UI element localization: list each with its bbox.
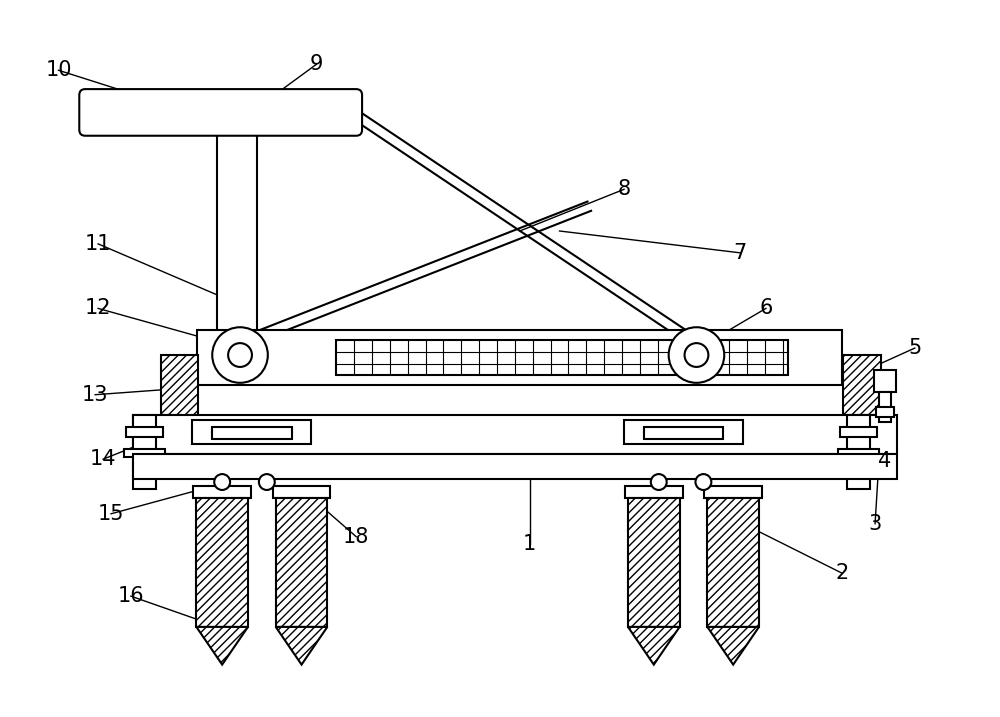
Bar: [192, 419, 311, 445]
Text: 4: 4: [878, 451, 892, 471]
Text: 12: 12: [85, 298, 111, 318]
Circle shape: [228, 343, 252, 367]
Text: 11: 11: [85, 234, 111, 254]
Circle shape: [669, 327, 724, 383]
Text: 10: 10: [45, 60, 72, 80]
Bar: [625, 486, 683, 498]
Circle shape: [695, 474, 711, 490]
Bar: [133, 414, 156, 489]
Bar: [193, 486, 251, 498]
Bar: [838, 450, 879, 457]
Bar: [624, 419, 743, 445]
Circle shape: [685, 343, 708, 367]
Polygon shape: [276, 627, 327, 665]
Bar: [124, 450, 165, 457]
Text: 14: 14: [90, 450, 116, 469]
Bar: [126, 427, 163, 437]
Text: 7: 7: [733, 243, 747, 263]
Bar: [879, 391, 891, 422]
Text: 15: 15: [98, 504, 124, 524]
Bar: [197, 331, 842, 385]
Bar: [876, 407, 894, 417]
Text: 3: 3: [868, 513, 882, 533]
Circle shape: [214, 474, 230, 490]
Bar: [336, 340, 788, 375]
Bar: [847, 414, 870, 489]
Polygon shape: [707, 627, 759, 665]
Bar: [133, 455, 897, 479]
Bar: [843, 355, 881, 414]
Bar: [217, 130, 257, 360]
Bar: [161, 355, 198, 414]
Polygon shape: [628, 627, 680, 665]
Text: 1: 1: [523, 533, 536, 554]
Bar: [276, 498, 327, 627]
Text: 16: 16: [118, 586, 144, 606]
Text: 6: 6: [759, 298, 773, 318]
Bar: [273, 486, 330, 498]
Bar: [212, 427, 292, 440]
Text: 18: 18: [343, 526, 369, 546]
Text: 9: 9: [310, 54, 323, 75]
Text: 8: 8: [617, 179, 631, 199]
Bar: [704, 486, 762, 498]
Bar: [840, 427, 877, 437]
FancyBboxPatch shape: [79, 89, 362, 136]
Bar: [628, 498, 680, 627]
Bar: [133, 414, 897, 455]
Circle shape: [259, 474, 275, 490]
Bar: [707, 498, 759, 627]
Text: 2: 2: [836, 564, 849, 584]
Bar: [196, 498, 248, 627]
Text: 13: 13: [82, 385, 108, 404]
Bar: [644, 427, 723, 440]
Text: 5: 5: [908, 338, 921, 358]
Polygon shape: [196, 627, 248, 665]
Circle shape: [212, 327, 268, 383]
Circle shape: [651, 474, 667, 490]
Bar: [874, 370, 896, 391]
